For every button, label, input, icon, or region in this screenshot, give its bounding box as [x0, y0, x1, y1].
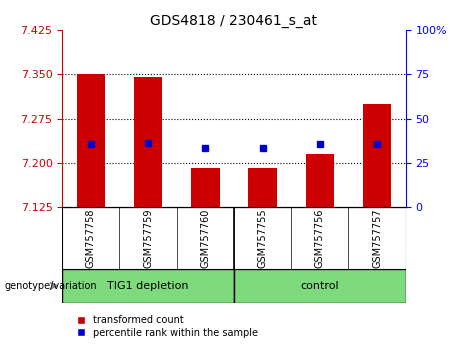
Bar	[77, 74, 105, 207]
Bar	[363, 104, 391, 207]
Text: GSM757759: GSM757759	[143, 208, 153, 268]
Text: control: control	[301, 281, 339, 291]
Bar	[191, 167, 219, 207]
Text: GSM757757: GSM757757	[372, 208, 382, 268]
Bar	[248, 167, 277, 207]
Title: GDS4818 / 230461_s_at: GDS4818 / 230461_s_at	[150, 14, 318, 28]
Text: GSM757755: GSM757755	[258, 208, 267, 268]
Bar	[234, 269, 406, 303]
Bar	[62, 269, 234, 303]
Bar	[306, 154, 334, 207]
Text: genotype/variation: genotype/variation	[5, 281, 97, 291]
Text: GSM757756: GSM757756	[315, 208, 325, 268]
Bar	[134, 77, 162, 207]
Text: GSM757758: GSM757758	[86, 208, 96, 268]
Legend: transformed count, percentile rank within the sample: transformed count, percentile rank withi…	[67, 311, 262, 342]
Text: GSM757760: GSM757760	[201, 209, 210, 268]
Text: TIG1 depletion: TIG1 depletion	[107, 281, 189, 291]
